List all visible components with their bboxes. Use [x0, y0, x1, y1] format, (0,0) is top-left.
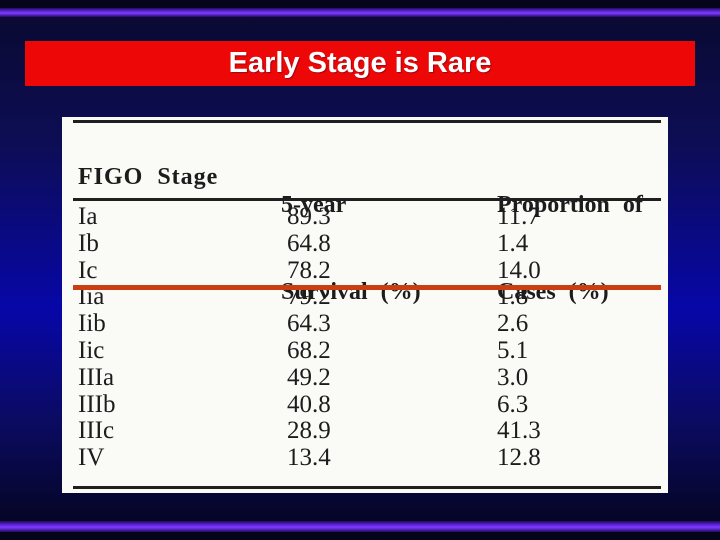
cell-survival: 64.3 — [287, 310, 331, 338]
column-header-survival-line2: Survival (%) — [281, 279, 421, 305]
cell-proportion: 3.0 — [497, 363, 529, 391]
table-body: Ia 89.3 11.7 Ib 64.8 1.4 Ic 78.2 14.0 Ii… — [62, 203, 668, 472]
cell-proportion: 2.6 — [497, 310, 529, 338]
cell-survival: 64.8 — [287, 229, 331, 257]
cell-survival: 68.2 — [287, 336, 331, 364]
title-banner: Early Stage is Rare — [25, 41, 695, 86]
cell-stage: Ic — [78, 256, 98, 284]
table-row: IIIa 49.2 3.0 — [62, 363, 668, 392]
slide-title: Early Stage is Rare — [228, 47, 492, 79]
table-row: Ib 64.8 1.4 — [62, 229, 668, 258]
table-row: Ia 89.3 11.7 — [62, 203, 668, 231]
cell-stage: Ia — [78, 203, 98, 230]
cell-survival: 28.9 — [287, 417, 331, 445]
cell-proportion: 41.3 — [497, 417, 541, 445]
column-header-proportion-line2: Cases (%) — [497, 279, 609, 305]
column-header-survival-line1: 5-year — [281, 192, 347, 218]
table-row: IIIc 28.9 41.3 — [62, 418, 668, 445]
cell-stage: IIIc — [78, 417, 115, 445]
column-header-proportion: Proportion of Cases (%) — [497, 133, 643, 365]
table-top-rule — [73, 120, 661, 123]
table-row: IIIb 40.8 6.3 — [62, 390, 668, 419]
cell-survival: 49.2 — [287, 363, 331, 391]
cell-stage: IV — [78, 444, 105, 472]
figo-stage-table: FIGO Stage 5-year Survival (%) Proportio… — [62, 117, 668, 493]
cell-stage: IIIa — [78, 363, 115, 391]
table-row: Iic 68.2 5.1 — [62, 336, 668, 365]
cell-proportion: 1.4 — [497, 229, 529, 257]
cell-stage: Iic — [78, 336, 105, 364]
cell-proportion: 12.8 — [497, 444, 541, 472]
cell-stage: IIIb — [78, 390, 116, 418]
table-row: Ic 78.2 14.0 — [62, 256, 668, 285]
column-header-proportion-line1: Proportion of — [497, 192, 643, 218]
cell-survival: 78.2 — [287, 256, 331, 284]
table-row: IV 13.4 12.8 — [62, 444, 668, 472]
cell-stage: Ib — [78, 229, 99, 257]
cell-survival: 89.3 — [287, 203, 331, 230]
table-header-rule — [73, 198, 661, 201]
table-bottom-rule — [73, 486, 661, 489]
column-header-figo-stage: FIGO Stage — [78, 164, 219, 190]
cell-survival: 40.8 — [287, 390, 331, 418]
bottom-purple-divider-bar — [0, 521, 720, 532]
cell-survival: 13.4 — [287, 444, 331, 472]
cell-proportion: 6.3 — [497, 390, 529, 418]
column-header-survival: 5-year Survival (%) — [281, 133, 421, 365]
cell-proportion: 11.7 — [497, 203, 540, 230]
table-row: Iib 64.3 2.6 — [62, 310, 668, 338]
top-purple-divider-bar — [0, 8, 720, 17]
red-highlight-line — [73, 285, 661, 290]
cell-proportion: 14.0 — [497, 256, 541, 284]
cell-proportion: 5.1 — [497, 336, 529, 364]
cell-stage: Iib — [78, 310, 106, 338]
